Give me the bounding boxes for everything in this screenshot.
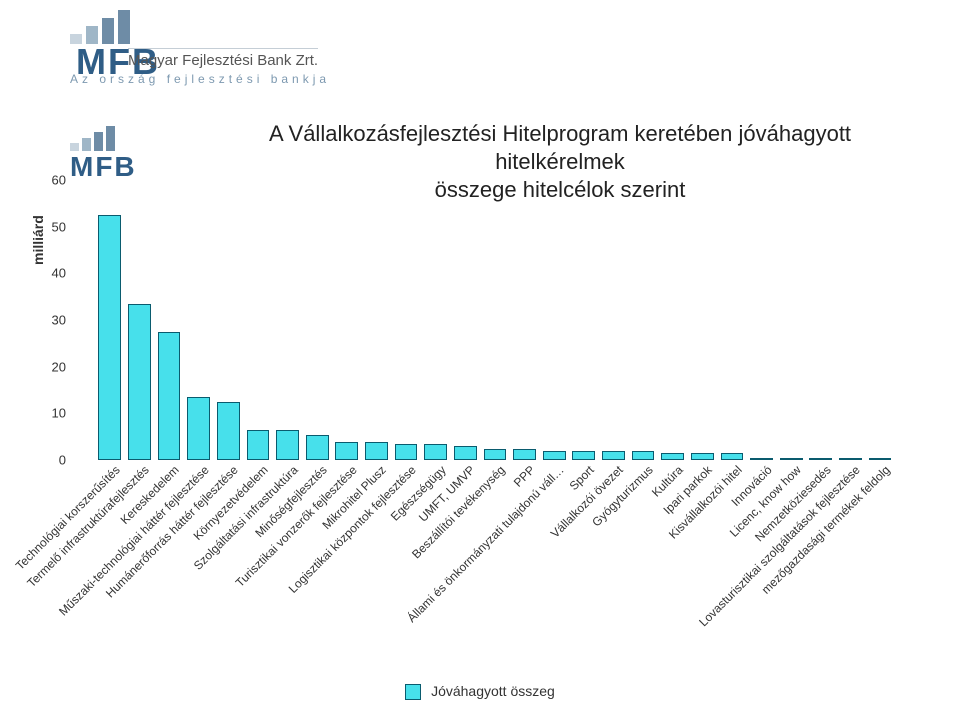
bar [365,442,388,460]
bar [158,332,181,460]
bar [632,451,655,460]
bar-column: Egészségügy [421,444,451,460]
legend-swatch-icon [405,684,421,700]
y-tick: 50 [52,219,66,234]
bar-column: Logisztikai központok fejlesztése [391,444,421,460]
bar-column: Műszaki-technológiai háttér fejlesztése [184,397,214,460]
bar [513,449,536,460]
bar [128,304,151,460]
y-tick: 60 [52,173,66,188]
y-axis-label: milliárd [30,215,46,265]
bar [187,397,210,460]
bar [424,444,447,460]
bar [543,451,566,460]
bar-column: Sport [569,451,599,460]
page: MFB Magyar Fejlesztési Bank Zrt. Az orsz… [0,0,960,720]
bar-column: Humánerőforrás háttér fejlesztése [214,402,244,460]
bar [602,451,625,460]
bar [484,449,507,460]
bar-column: Ipari parkok [688,453,718,460]
brand-text-small: MFB [70,151,137,182]
bar-column: Beszállítói tevékenység [480,449,510,460]
bar-column: Kisvállalkozói hitel [717,453,747,460]
brand-logo: MFB [70,8,160,80]
bar-column: Vállalkozói övezet [599,451,629,460]
bar-column: Környezetvédelem [243,430,273,460]
bar [454,446,477,460]
bar-column: Turisztikai vonzerők fejlesztése [332,442,362,460]
bar-column: Nemzetköziesedés [806,458,836,460]
bar [395,444,418,460]
legend: Jóváhagyott összeg [0,683,960,700]
chart-title-line1: A Vállalkozásfejlesztési Hitelprogram ke… [269,121,851,174]
bar-column: Állami és önkormányzati tulajdonú váll… [539,451,569,460]
y-tick: 20 [52,359,66,374]
bar [691,453,714,460]
y-tick: 10 [52,406,66,421]
bar [98,215,121,460]
bar [247,430,270,460]
y-tick: 40 [52,266,66,281]
bar-column: Kereskedelem [154,332,184,460]
bar-column: Technológiai korszerűsítés [95,215,125,460]
bar [217,402,240,460]
bar-column: Kultúra [658,453,688,460]
brand-subline: Magyar Fejlesztési Bank Zrt. [128,48,318,69]
brand-logo-small: MFB [70,125,137,183]
bar [306,435,329,460]
bar-column: UMFT, UMVP [451,446,481,460]
bar [276,430,299,460]
bar-column: Szolgáltatási infrastruktúra [273,430,303,460]
bar-column: Termelő infrastruktúrafejlesztés [125,304,155,460]
bar [572,451,595,460]
bar-chart: Technológiai korszerűsítésTermelő infras… [95,180,895,460]
bar-column: Innováció [747,458,777,460]
bar [335,442,358,460]
y-tick: 0 [59,453,66,468]
bar-column: Licenc, know how [776,458,806,460]
bar-column: Gyógyturizmus [628,451,658,460]
bar-column: Minőségfejlesztés [302,435,332,460]
logo-bars-icon [70,8,160,44]
legend-label: Jóváhagyott összeg [431,683,555,699]
bar-column: PPP [510,449,540,460]
bar-column: mezőgazdasági termékek feldolg [865,458,895,460]
logo-bars-icon [70,125,137,151]
y-tick: 30 [52,313,66,328]
bar-column: Mikrohitel Plusz [362,442,392,460]
bar-column: Lovasturisztikai szolgáltatások fejleszt… [836,458,866,460]
brand-tagline: Az ország fejlesztési bankja [70,72,330,86]
